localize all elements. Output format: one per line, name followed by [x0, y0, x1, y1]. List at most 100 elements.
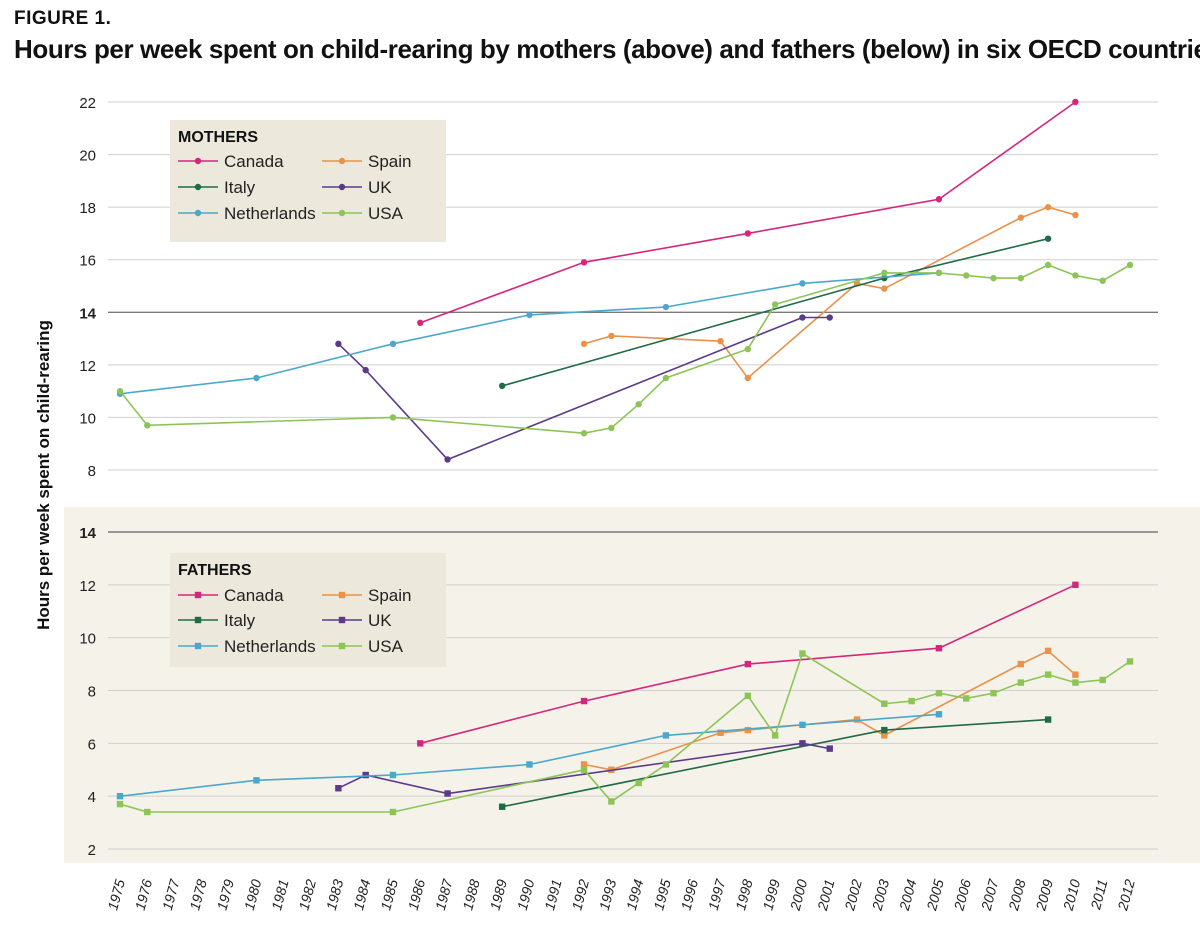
series-line: [420, 101, 1076, 324]
x-tick-label: 1987: [432, 876, 456, 911]
legend-swatch-marker: [338, 642, 346, 650]
legend-title: FATHERS: [178, 562, 252, 579]
legend-label: UK: [368, 178, 392, 197]
legend-label: Italy: [224, 611, 256, 630]
y-axis-label: Hours per week spent on child-rearing: [34, 320, 53, 630]
data-point: [389, 808, 397, 816]
data-point: [580, 430, 588, 437]
data-point: [580, 766, 588, 773]
x-tick-label: 1978: [186, 877, 210, 911]
series-line: [119, 264, 1131, 435]
x-tick-label: 1979: [214, 877, 238, 911]
x-tick-label: 1977: [159, 876, 183, 911]
y-tick-label: 10: [79, 631, 96, 648]
data-point: [990, 274, 997, 282]
data-point: [1126, 261, 1134, 269]
data-point: [335, 785, 342, 792]
x-tick-label: 1994: [623, 877, 647, 911]
x-axis: 1975 1976 1977 1978 1979 1980 1981 1982 1983 1984…: [104, 876, 1138, 912]
data-point: [935, 269, 943, 277]
data-point: [744, 660, 752, 668]
y-tick-label: 8: [88, 463, 96, 480]
series-usa: [116, 650, 1134, 816]
data-point: [1072, 679, 1079, 686]
data-point: [608, 798, 615, 805]
data-point: [1044, 261, 1052, 269]
data-point: [362, 366, 369, 374]
data-point: [444, 790, 451, 797]
y-tick-label: 22: [79, 95, 96, 112]
legend-swatch-marker: [194, 183, 202, 191]
legend-label: USA: [368, 204, 404, 223]
x-tick-label: 1985: [377, 877, 401, 911]
data-point: [799, 650, 806, 657]
data-point: [1017, 679, 1025, 686]
legend-label: Spain: [368, 586, 411, 605]
x-tick-label: 1989: [487, 877, 511, 911]
y-tick-label: 14: [79, 305, 96, 322]
legend-box: [170, 553, 446, 667]
x-tick-label: 1991: [541, 878, 565, 912]
legend-label: Italy: [224, 178, 256, 197]
x-tick-label: 2003: [868, 877, 892, 912]
x-tick-label: 1976: [132, 877, 156, 911]
data-point: [1099, 277, 1106, 284]
x-tick-label: 2010: [1060, 877, 1084, 912]
legend-label: UK: [368, 611, 392, 630]
data-point: [826, 314, 833, 321]
legend-label: USA: [368, 637, 404, 656]
data-point: [1044, 235, 1052, 242]
data-point: [526, 311, 533, 319]
x-tick-label: 1996: [678, 877, 702, 911]
legend-label: Canada: [224, 586, 284, 605]
y-tick-label: 10: [79, 410, 96, 427]
data-point: [253, 777, 260, 784]
x-tick-label: 1992: [568, 877, 592, 911]
data-point: [444, 456, 451, 463]
x-tick-label: 1986: [405, 877, 429, 911]
data-point: [881, 700, 888, 707]
data-point: [881, 726, 888, 734]
data-point: [116, 387, 124, 395]
data-point: [116, 792, 124, 800]
x-tick-label: 2004: [896, 877, 920, 912]
x-tick-label: 2012: [1114, 877, 1138, 912]
data-point: [1044, 716, 1052, 723]
data-point: [1017, 660, 1025, 668]
data-point: [580, 697, 588, 705]
data-point: [799, 280, 806, 287]
data-point: [526, 761, 533, 768]
panel-mothers: 8 10 12 14 16 18 20 22 MOTHERS Canada Spain Italy UK…: [79, 95, 1158, 480]
data-point: [580, 259, 588, 266]
y-tick-label: 18: [79, 200, 96, 217]
legend-swatch-marker: [338, 209, 346, 217]
data-point: [1072, 211, 1079, 219]
data-point: [498, 803, 506, 810]
data-point: [935, 196, 943, 203]
y-tick-label: 2: [88, 842, 96, 859]
x-tick-label: 2011: [1087, 878, 1111, 912]
data-point: [580, 340, 588, 348]
legend-mothers: MOTHERS Canada Spain Italy UK Netherlands USA: [170, 120, 446, 242]
x-tick-label: 1981: [268, 878, 292, 912]
data-point: [662, 732, 670, 739]
data-point: [744, 692, 752, 699]
panel-fathers: 2 4 6 8 10 12 14 FATHERS Canada Spain Italy UK Nethe…: [64, 507, 1200, 863]
series-uk: [335, 314, 833, 463]
data-point: [799, 314, 806, 321]
data-point: [1044, 203, 1052, 211]
data-point: [1072, 671, 1079, 678]
series-line: [583, 206, 1076, 380]
data-point: [799, 740, 806, 747]
x-tick-label: 2001: [814, 878, 838, 913]
data-point: [826, 745, 833, 752]
data-point: [144, 422, 151, 429]
data-point: [935, 711, 943, 718]
series-canada: [417, 98, 1079, 326]
legend-box: [170, 120, 446, 242]
data-point: [116, 800, 124, 808]
series-canada: [417, 581, 1079, 747]
legend-swatch-marker: [194, 157, 202, 165]
legend-label: Netherlands: [224, 637, 316, 656]
data-point: [389, 340, 397, 348]
